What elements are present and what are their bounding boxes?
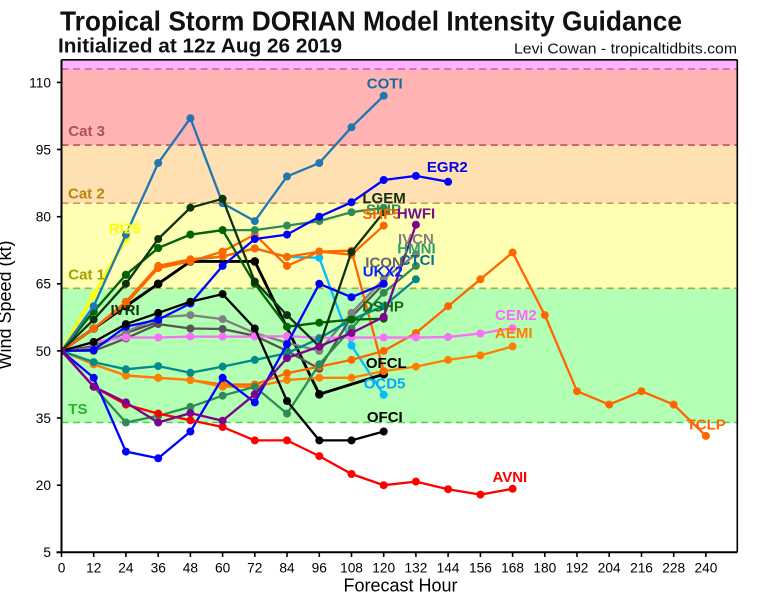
svg-text:144: 144: [437, 561, 460, 576]
svg-text:204: 204: [598, 561, 621, 576]
svg-text:60: 60: [215, 561, 231, 576]
svg-text:Wind Speed (kt): Wind Speed (kt): [0, 240, 15, 369]
svg-text:ICON: ICON: [365, 255, 403, 272]
svg-text:CEM2: CEM2: [495, 307, 537, 324]
svg-text:TCLP: TCLP: [687, 417, 726, 434]
svg-text:216: 216: [630, 561, 653, 576]
svg-text:240: 240: [694, 561, 717, 576]
svg-text:IVCN: IVCN: [398, 231, 434, 248]
svg-text:24: 24: [118, 561, 134, 576]
svg-text:IVRI: IVRI: [111, 302, 140, 319]
svg-text:168: 168: [501, 561, 524, 576]
svg-text:Levi Cowan - tropicaltidbits.c: Levi Cowan - tropicaltidbits.com: [514, 42, 737, 58]
svg-text:20: 20: [36, 478, 52, 493]
svg-text:Cat 1: Cat 1: [68, 267, 105, 284]
svg-text:156: 156: [469, 561, 492, 576]
svg-text:LGEM: LGEM: [362, 190, 405, 207]
svg-text:0: 0: [58, 561, 66, 576]
svg-text:180: 180: [533, 561, 556, 576]
svg-text:Forecast Hour: Forecast Hour: [343, 576, 457, 596]
svg-text:80: 80: [36, 210, 52, 225]
svg-text:HWFI: HWFI: [397, 206, 435, 223]
svg-text:SHF5: SHF5: [362, 206, 400, 223]
svg-text:65: 65: [36, 277, 52, 292]
svg-text:192: 192: [566, 561, 589, 576]
svg-text:Cat 2: Cat 2: [68, 186, 105, 203]
svg-text:Cat 3: Cat 3: [68, 123, 105, 140]
svg-text:95: 95: [36, 142, 52, 157]
svg-text:AVNI: AVNI: [493, 469, 528, 486]
svg-text:72: 72: [247, 561, 262, 576]
svg-text:DSHP: DSHP: [362, 298, 404, 315]
svg-text:50: 50: [36, 344, 52, 359]
svg-text:36: 36: [151, 561, 167, 576]
svg-text:108: 108: [340, 561, 363, 576]
svg-text:48: 48: [183, 561, 199, 576]
svg-text:OFCI: OFCI: [367, 409, 403, 426]
svg-text:Initialized at 12z Aug 26 2019: Initialized at 12z Aug 26 2019: [58, 35, 342, 58]
svg-text:SHIP: SHIP: [366, 202, 401, 219]
svg-text:120: 120: [372, 561, 395, 576]
svg-text:COTI: COTI: [367, 76, 403, 93]
svg-text:84: 84: [279, 561, 295, 576]
svg-text:OCD5: OCD5: [364, 376, 406, 393]
svg-text:RI25: RI25: [109, 221, 141, 238]
svg-text:96: 96: [312, 561, 328, 576]
svg-text:EGR2: EGR2: [427, 159, 468, 176]
svg-text:35: 35: [36, 411, 52, 426]
svg-text:110: 110: [29, 75, 51, 90]
svg-text:5: 5: [43, 545, 51, 560]
svg-text:TS: TS: [68, 401, 87, 418]
svg-text:CTCI: CTCI: [400, 252, 435, 269]
svg-text:HMNI: HMNI: [397, 240, 435, 257]
svg-text:12: 12: [86, 561, 101, 576]
svg-text:Tropical Storm DORIAN Model In: Tropical Storm DORIAN Model Intensity Gu…: [60, 5, 682, 36]
svg-text:OFCL: OFCL: [366, 355, 407, 372]
svg-text:UKX2: UKX2: [363, 264, 403, 281]
svg-text:228: 228: [662, 561, 685, 576]
svg-text:AEMI: AEMI: [495, 325, 533, 342]
svg-text:132: 132: [404, 561, 427, 576]
